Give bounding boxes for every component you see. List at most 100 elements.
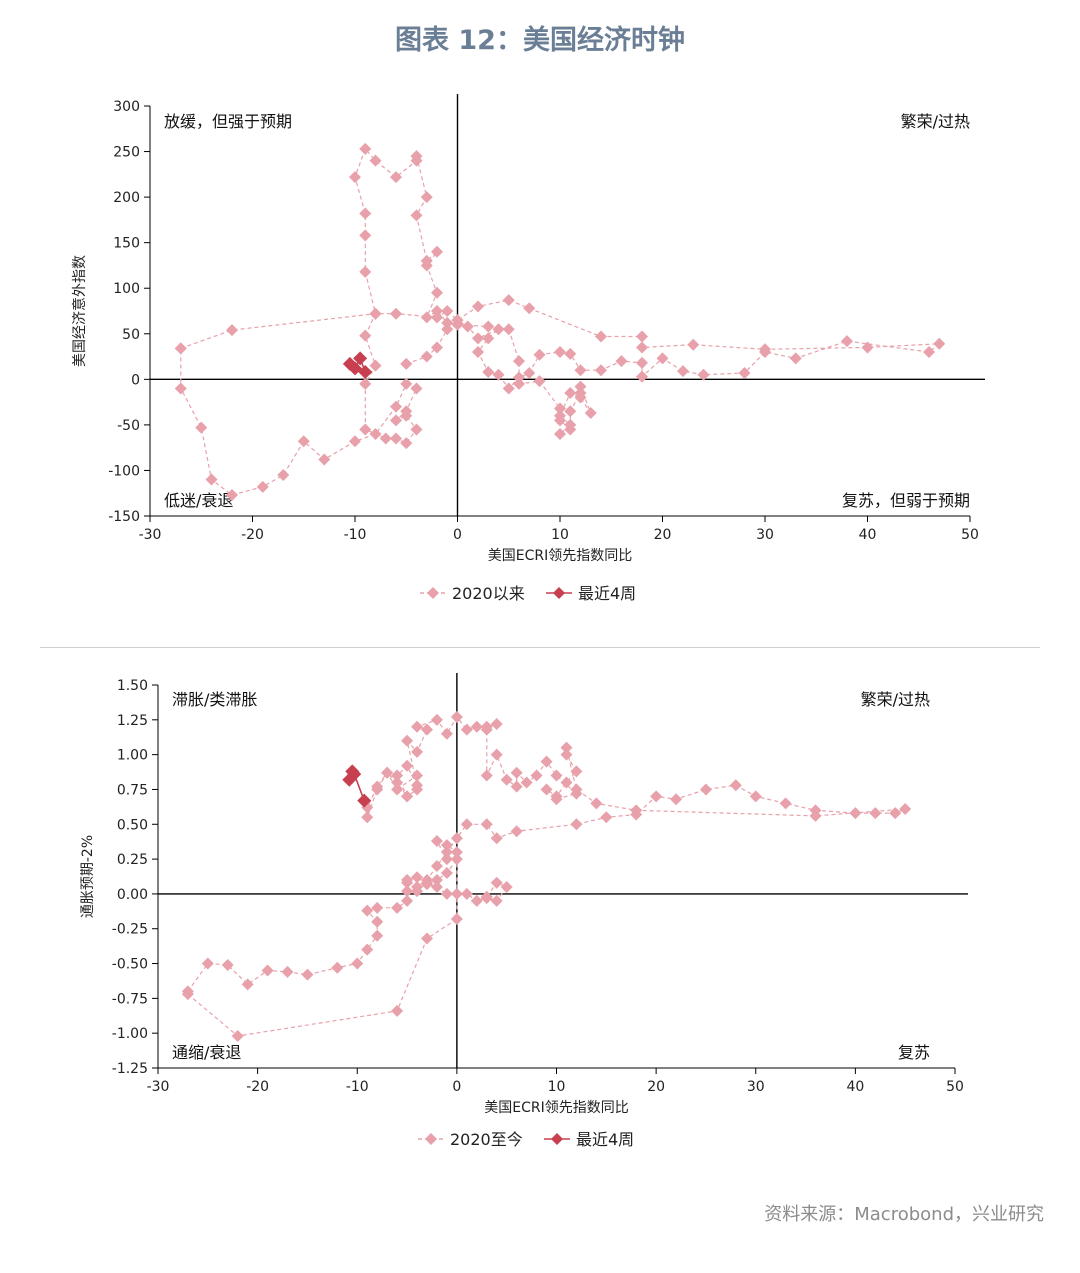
data-point [371,929,384,942]
data-point [371,901,384,914]
data-point [359,329,372,342]
legend-marker [551,1133,563,1145]
data-point [560,748,573,761]
data-point [841,335,853,348]
quadrant-label-bottom-left: 通缩/衰退 [172,1043,241,1062]
legend-label: 2020至今 [450,1130,523,1149]
data-point [226,324,238,337]
data-point [889,807,902,820]
y-tick-label: 0.25 [117,852,148,868]
data-point [440,867,453,880]
data-point [391,783,404,796]
data-point [195,421,208,434]
data-point [430,713,443,726]
data-point [584,407,597,420]
data-point [564,418,577,431]
legend-label: 最近4周 [576,1130,634,1149]
data-point [490,748,503,761]
legend-marker [425,1133,437,1145]
data-point [411,769,424,782]
data-point [450,832,463,845]
data-point [533,375,546,388]
data-point [470,894,483,907]
data-point [420,311,433,324]
y-tick-label: -0.25 [112,922,148,938]
data-point [400,357,413,370]
data-point [490,832,503,845]
data-point [401,734,414,747]
data-point [482,320,495,333]
data-point [450,711,463,724]
data-point [359,229,372,242]
y-tick-label: 150 [113,236,140,252]
data-point [923,346,935,358]
data-point [357,793,372,808]
data-point [809,809,822,822]
x-tick-label: 10 [551,527,569,543]
data-point [656,352,669,365]
data-point [630,804,643,817]
data-point [636,330,648,343]
data-point [570,818,583,831]
data-point [510,825,523,838]
data-point [564,347,577,360]
data-point [500,773,513,786]
data-point [347,767,362,782]
data-point [570,787,583,800]
x-tick-label: -30 [139,527,162,543]
data-point [441,323,454,336]
data-point [277,469,290,481]
data-point [482,366,495,379]
data-point [670,793,683,806]
data-point [636,356,648,369]
data-point [371,783,384,796]
data-point [411,885,424,898]
data-point [510,780,523,793]
data-point [391,901,404,914]
data-point [391,776,404,789]
data-point [861,341,874,354]
x-tick-label: 0 [453,527,462,543]
x-axis-label: 美国ECRI领先指数同比 [488,548,632,564]
y-tick-label: -0.75 [112,991,148,1007]
data-point [472,332,484,345]
y-tick-label: 50 [122,327,140,343]
data-point [749,790,762,803]
x-tick-label: 20 [654,527,672,543]
data-point [181,988,194,1001]
data-point [460,818,473,831]
data-point [401,894,414,907]
data-point [353,351,368,366]
data-point [554,409,566,422]
series-history [181,834,513,1042]
legend-label: 最近4周 [578,584,636,603]
data-point [899,802,912,815]
data-point [391,769,404,782]
y-tick-label: 0.00 [117,887,148,903]
data-point [359,377,372,390]
data-point [687,338,700,351]
data-point [440,846,453,859]
data-point [410,423,423,436]
data-point [381,766,394,779]
data-point [390,307,402,320]
x-tick-label: -30 [147,1079,170,1095]
data-point [342,772,357,787]
data-point [574,391,587,404]
data-point [490,717,503,730]
data-point [492,368,505,381]
quadrant-label-top-left: 滞胀/类滞胀 [172,690,257,709]
data-point [570,765,583,778]
y-tick-label: 0 [131,372,140,388]
data-point [411,720,424,733]
data-point [482,332,495,345]
y-tick-label: 100 [113,281,140,297]
data-point [554,346,566,358]
data-point [201,957,214,970]
x-tick-label: 10 [548,1079,566,1095]
data-point [460,723,473,736]
data-point [369,154,382,167]
data-point [379,432,392,445]
data-point [500,880,513,893]
data-point [933,337,946,350]
